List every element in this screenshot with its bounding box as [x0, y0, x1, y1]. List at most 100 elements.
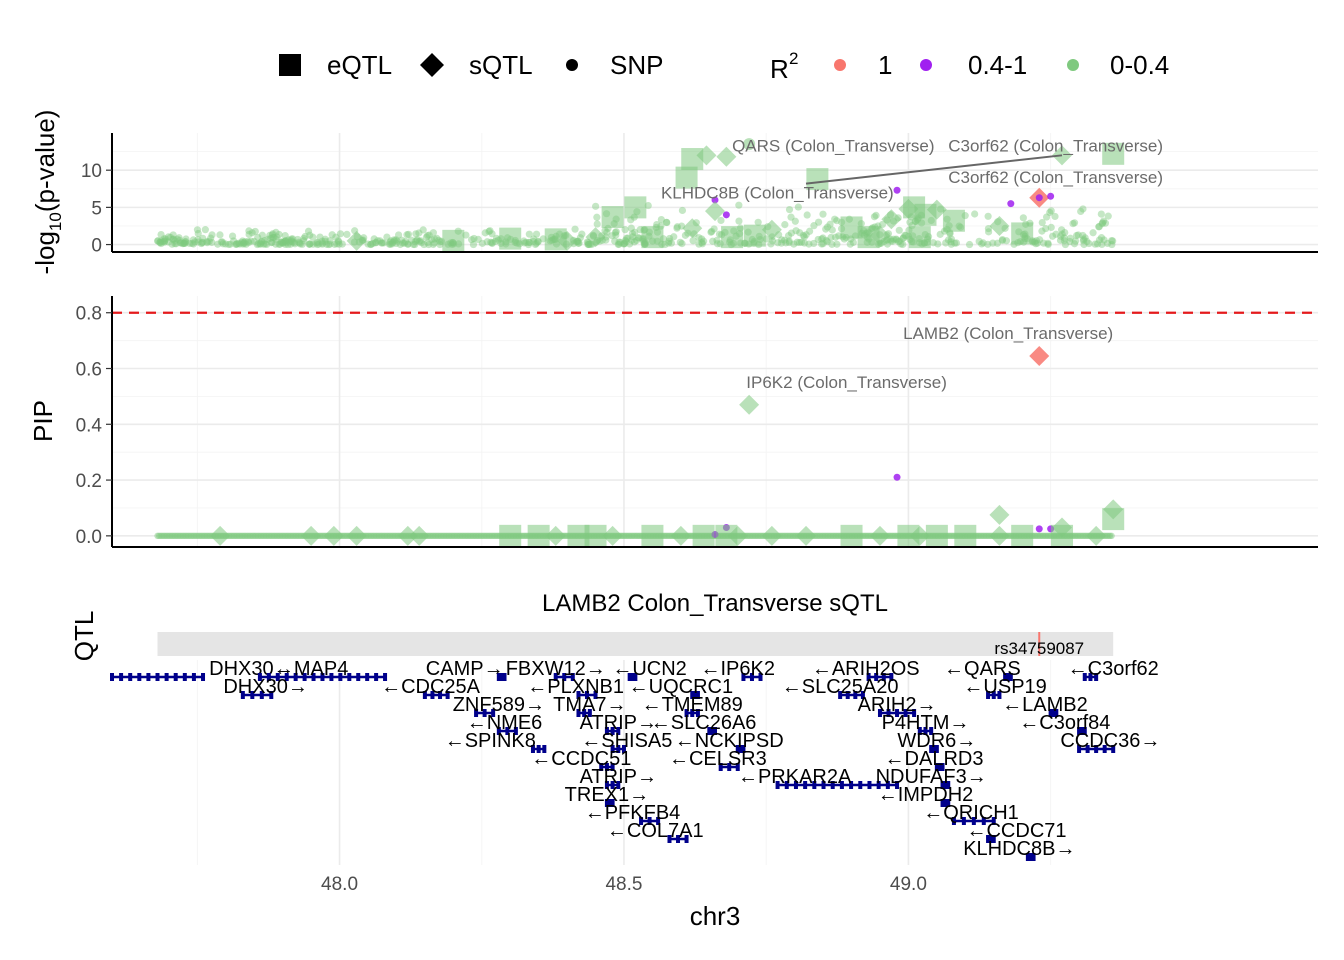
gene-label: ARIH2→ [858, 694, 937, 716]
snp-point [897, 240, 905, 248]
gene: ←SLC26A6 [651, 712, 756, 735]
y-label-clip: QTL [69, 611, 99, 660]
snp-point [335, 240, 343, 248]
snp-point [574, 237, 582, 245]
snp-point [298, 240, 306, 248]
gene-exon [275, 673, 280, 681]
snp-point [304, 227, 313, 235]
snp-point [993, 239, 1002, 247]
snp-point [338, 240, 346, 248]
gene-exon [610, 763, 615, 771]
snp-point [819, 210, 827, 218]
gene-exon [1085, 745, 1090, 753]
snp-point [805, 240, 813, 248]
eqtl-point [954, 524, 977, 547]
snp-point [819, 240, 827, 248]
y-tick-label: 5 [91, 198, 102, 219]
snp-point [245, 227, 253, 235]
snp-point [612, 228, 620, 236]
gene: ←LAMB2 [1002, 694, 1088, 717]
snp-point [154, 237, 162, 245]
gene-exon [1025, 853, 1030, 861]
snp-point [169, 235, 177, 243]
snp-point [670, 233, 678, 241]
snp-point [520, 237, 528, 245]
snp-point [296, 239, 304, 247]
snp-point [634, 234, 642, 242]
snp-point [401, 237, 410, 246]
snp-point [632, 236, 641, 245]
snp-point [180, 239, 188, 248]
snp-point [156, 238, 164, 247]
snp-point [1108, 532, 1115, 540]
gene-label: ←LAMB2 [1002, 694, 1088, 716]
snp-point [483, 238, 491, 246]
snp-point [1101, 219, 1110, 227]
gene-exon [542, 745, 547, 753]
snp-point [411, 238, 419, 246]
snp-point [1047, 192, 1055, 200]
snp-point [258, 231, 266, 239]
snp-point [1051, 212, 1059, 221]
gene-exon [946, 781, 951, 789]
eqtl-point [721, 226, 744, 249]
snp-point [469, 240, 478, 249]
snp-point [238, 238, 246, 247]
gene-exon [923, 727, 928, 735]
snp-point [333, 240, 341, 248]
sqtl-point [346, 525, 367, 546]
snp-point [965, 240, 974, 249]
snp-point [309, 233, 317, 241]
gene-exon [383, 673, 388, 681]
snp-point [284, 236, 292, 244]
gene-exon [885, 781, 890, 789]
snp-point [186, 239, 194, 248]
gene-exon [784, 781, 789, 789]
eqtl-point [942, 209, 965, 232]
gene-exon [1048, 709, 1053, 717]
gene-exon [929, 727, 934, 735]
snp-point [593, 220, 601, 228]
snp-point [474, 235, 482, 243]
gene-label: ←PFKFB4 [585, 802, 681, 824]
snp-point [520, 239, 529, 247]
snp-point [269, 230, 277, 238]
snp-point [383, 233, 391, 241]
gene-label: ←DALRD3 [885, 748, 984, 770]
snp-point [280, 238, 288, 246]
snp-point [899, 234, 907, 242]
snp-point [336, 230, 345, 238]
gene-exon [110, 673, 114, 681]
snp-point [827, 233, 835, 242]
gene-label: ←TMEM89 [642, 694, 743, 716]
gene-exon [1003, 673, 1008, 681]
snp-point [287, 240, 295, 248]
snp-point [984, 224, 993, 233]
snp-point [797, 238, 806, 246]
gene-label: ←SPINK8 [445, 730, 536, 752]
sqtl-point [670, 525, 691, 546]
gene-exon [311, 673, 316, 681]
gene: WDR6→ [897, 730, 976, 753]
eqtl-point [641, 226, 664, 249]
gene-exon [1082, 673, 1087, 681]
sqtl-point [602, 525, 623, 546]
snp-point [529, 237, 538, 246]
annotation-label: KLHDC8B (Colon_Transverse) [661, 183, 894, 202]
gene-exon [119, 673, 124, 681]
gene-exon [482, 709, 487, 717]
snp-point [1091, 240, 1099, 248]
snp-point [1038, 218, 1046, 227]
snp-point [218, 238, 226, 246]
snp-point [592, 202, 600, 210]
snp-point [321, 235, 329, 243]
snp-point [802, 231, 810, 239]
gene-label: ←QRICH1 [923, 802, 1019, 824]
snp-point [894, 238, 903, 246]
sqtl-point [210, 525, 231, 546]
sqtl-point [1029, 345, 1050, 366]
sqtl-point [881, 209, 902, 230]
snp-point [785, 238, 793, 247]
gene-label: ZNF589→ [453, 694, 545, 716]
x-axis-title: chr3 [690, 901, 741, 931]
